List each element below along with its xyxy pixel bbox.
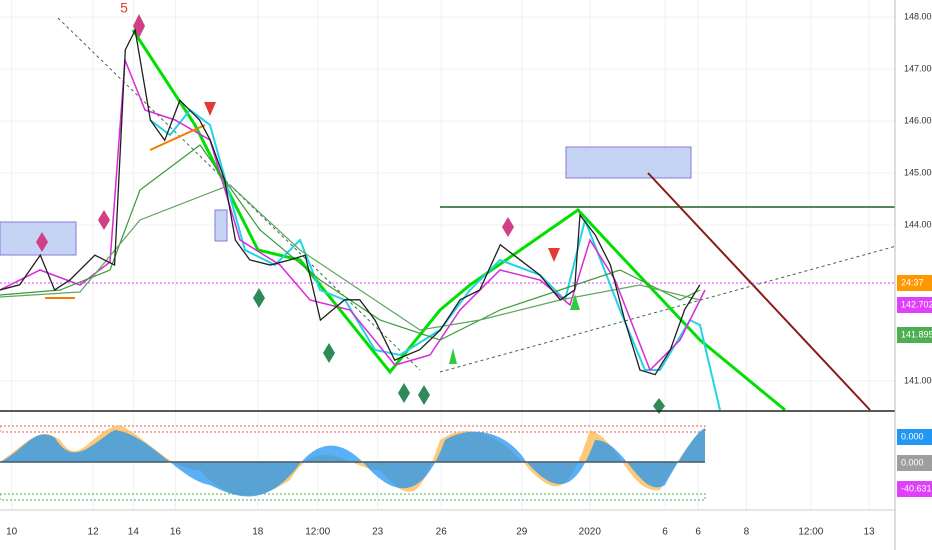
label-box [897,429,932,445]
y-tick-label: 141.000 [904,375,932,385]
x-tick-label: 29 [516,527,528,538]
x-tick-label: 16 [170,527,182,538]
price-line [0,28,701,376]
label-box [897,327,932,343]
y-tick-label: 148.000 [904,12,932,22]
label-box [897,455,932,471]
x-tick-label: 2020 [579,527,602,538]
grid [0,0,895,510]
price-label: -40.631 [901,483,932,493]
y-tick-label: 146.000 [904,115,932,125]
x-tick-label: 18 [252,527,264,538]
price-label: 0.000 [901,431,924,441]
x-tick-label: 13 [863,527,875,538]
x-tick-label: 14 [128,527,140,538]
price-label: 24:37 [901,277,924,287]
x-tick-label: 10 [6,527,18,538]
x-tick-label: 12:00 [798,527,823,538]
x-tick-label: 12 [88,527,100,538]
x-tick-label: 23 [372,527,384,538]
oscillator [0,410,932,511]
x-tick-label: 6 [662,527,668,538]
x-tick-label: 12:00 [305,527,330,538]
price-label: 142.702 [901,299,932,309]
price-label: 141.895 [901,329,932,339]
label-box [897,297,932,313]
y-tick-label: 144.000 [904,219,932,229]
price-label: 0.000 [901,457,924,467]
label-box [897,481,932,497]
marker-text: 5 [120,0,128,16]
price-labels: 24:37 142.702 141.895 0.000 0.000 -40.631 [897,275,932,497]
x-tick-label: 26 [436,527,448,538]
decorations [0,14,901,414]
y-tick-label: 145.000 [904,167,932,177]
x-tick-label: 6 [695,527,701,538]
x-tick-label: 8 [744,527,750,538]
label-box [897,275,932,291]
y-tick-label: 147.000 [904,63,932,73]
